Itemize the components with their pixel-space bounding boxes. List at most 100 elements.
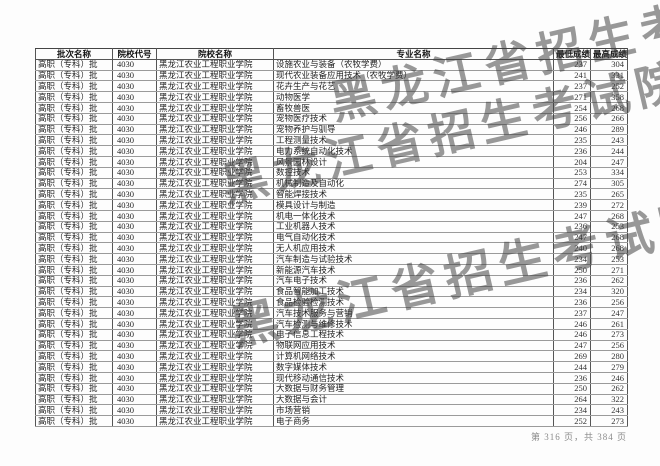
max-score-cell: 256	[590, 339, 628, 352]
max-score-cell: 247	[590, 307, 628, 319]
table-row: 高职（专科）批 4030 黑龙江农业工程职业学院 电气自动化技术 247 268	[35, 231, 628, 244]
major-name-cell: 畜牧兽医	[273, 101, 554, 114]
table-row: 高职（专科）批 4030 黑龙江农业工程职业学院 模具设计与制造 239 272	[35, 199, 628, 211]
header-major-name: 专业名称	[273, 48, 554, 60]
max-score-cell: 331	[590, 69, 628, 82]
college-code-cell: 4030	[112, 263, 157, 276]
college-name-cell: 黑龙江农业工程职业学院	[156, 101, 274, 114]
batch-name-cell: 高职（专科）批	[35, 199, 113, 211]
batch-name-cell: 高职（专科）批	[35, 123, 113, 136]
min-score-cell: 239	[553, 199, 591, 211]
major-name-cell: 智能焊接技术	[273, 188, 554, 201]
max-score-cell: 305	[590, 177, 628, 190]
max-score-cell: 266	[590, 112, 628, 125]
college-code-cell: 4030	[112, 274, 157, 287]
table-row: 高职（专科）批 4030 黑龙江农业工程职业学院 食品检验检测技术 236 25…	[35, 296, 628, 309]
table-row: 高职（专科）批 4030 黑龙江农业工程职业学院 工业机器人技术 236 253	[35, 220, 628, 233]
min-score-cell: 236	[553, 371, 591, 384]
major-name-cell: 工程测量技术	[273, 134, 554, 147]
max-score-cell: 273	[590, 415, 628, 427]
max-score-cell: 247	[590, 155, 628, 168]
min-score-cell: 236	[553, 274, 591, 287]
college-code-cell: 4030	[112, 123, 157, 136]
college-code-cell: 4030	[112, 296, 157, 309]
min-score-cell: 274	[553, 177, 591, 190]
college-name-cell: 黑龙江农业工程职业学院	[156, 307, 274, 319]
max-score-cell: 243	[590, 134, 628, 147]
min-score-cell: 234	[553, 253, 591, 265]
max-score-cell: 246	[590, 371, 628, 384]
college-name-cell: 黑龙江农业工程职业学院	[156, 285, 274, 298]
batch-name-cell: 高职（专科）批	[35, 274, 113, 287]
college-name-cell: 黑龙江农业工程职业学院	[156, 112, 274, 125]
major-name-cell: 设施农业与装备（农牧学费）	[273, 58, 554, 71]
min-score-cell: 247	[553, 209, 591, 222]
table-row: 高职（专科）批 4030 黑龙江农业工程职业学院 汽车检测与维修技术 246 2…	[35, 317, 628, 330]
batch-name-cell: 高职（专科）批	[35, 188, 113, 201]
max-score-cell: 334	[590, 166, 628, 179]
table-row: 高职（专科）批 4030 黑龙江农业工程职业学院 电子信息工程技术 246 27…	[35, 328, 628, 341]
header-batch-name: 批次名称	[35, 48, 113, 60]
batch-name-cell: 高职（专科）批	[35, 134, 113, 147]
college-code-cell: 4030	[112, 350, 157, 363]
major-name-cell: 现代农业装备应用技术（农牧学费）	[273, 69, 554, 82]
batch-name-cell: 高职（专科）批	[35, 371, 113, 384]
batch-name-cell: 高职（专科）批	[35, 285, 113, 298]
college-name-cell: 黑龙江农业工程职业学院	[156, 328, 274, 341]
table-row: 高职（专科）批 4030 黑龙江农业工程职业学院 计算机网络技术 269 280	[35, 350, 628, 363]
college-code-cell: 4030	[112, 307, 157, 319]
major-name-cell: 物联网应用技术	[273, 339, 554, 352]
college-code-cell: 4030	[112, 199, 157, 211]
min-score-cell: 252	[553, 415, 591, 427]
max-score-cell: 268	[590, 231, 628, 244]
major-name-cell: 无人机应用技术	[273, 242, 554, 255]
college-code-cell: 4030	[112, 177, 157, 190]
batch-name-cell: 高职（专科）批	[35, 80, 113, 93]
major-name-cell: 现代移动通信技术	[273, 371, 554, 384]
min-score-cell: 256	[553, 112, 591, 125]
table-row: 高职（专科）批 4030 黑龙江农业工程职业学院 食品智能加工技术 234 32…	[35, 285, 628, 298]
major-name-cell: 工业机器人技术	[273, 220, 554, 233]
table-row: 高职（专科）批 4030 黑龙江农业工程职业学院 宠物养护与驯导 246 289	[35, 123, 628, 136]
min-score-cell: 234	[553, 285, 591, 298]
max-score-cell: 262	[590, 274, 628, 287]
college-name-cell: 黑龙江农业工程职业学院	[156, 253, 274, 265]
max-score-cell: 253	[590, 220, 628, 233]
major-name-cell: 模具设计与制造	[273, 199, 554, 211]
college-code-cell: 4030	[112, 155, 157, 168]
college-code-cell: 4030	[112, 371, 157, 384]
college-name-cell: 黑龙江农业工程职业学院	[156, 155, 274, 168]
college-name-cell: 黑龙江农业工程职业学院	[156, 242, 274, 255]
min-score-cell: 244	[553, 361, 591, 373]
max-score-cell: 273	[590, 328, 628, 341]
batch-name-cell: 高职（专科）批	[35, 307, 113, 319]
max-score-cell: 243	[590, 404, 628, 417]
max-score-cell: 265	[590, 188, 628, 201]
college-code-cell: 4030	[112, 145, 157, 157]
batch-name-cell: 高职（专科）批	[35, 69, 113, 82]
table-row: 高职（专科）批 4030 黑龙江农业工程职业学院 现代农业装备应用技术（农牧学费…	[35, 69, 628, 82]
batch-name-cell: 高职（专科）批	[35, 145, 113, 157]
college-code-cell: 4030	[112, 101, 157, 114]
min-score-cell: 241	[553, 69, 591, 82]
table-row: 高职（专科）批 4030 黑龙江农业工程职业学院 市场营销 234 243	[35, 404, 628, 417]
college-name-cell: 黑龙江农业工程职业学院	[156, 220, 274, 233]
major-name-cell: 电气自动化技术	[273, 231, 554, 244]
results-table-body: 高职（专科）批 4030 黑龙江农业工程职业学院 设施农业与装备（农牧学费） 2…	[35, 58, 628, 427]
college-code-cell: 4030	[112, 188, 157, 201]
major-name-cell: 汽车电子技术	[273, 274, 554, 287]
min-score-cell: 264	[553, 393, 591, 406]
min-score-cell: 240	[553, 242, 591, 255]
batch-name-cell: 高职（专科）批	[35, 393, 113, 406]
major-name-cell: 数控技术	[273, 166, 554, 179]
min-score-cell: 204	[553, 155, 591, 168]
max-score-cell: 262	[590, 382, 628, 395]
max-score-cell: 268	[590, 209, 628, 222]
min-score-cell: 236	[553, 220, 591, 233]
min-score-cell: 250	[553, 382, 591, 395]
batch-name-cell: 高职（专科）批	[35, 382, 113, 395]
college-code-cell: 4030	[112, 166, 157, 179]
college-code-cell: 4030	[112, 382, 157, 395]
college-name-cell: 黑龙江农业工程职业学院	[156, 123, 274, 136]
